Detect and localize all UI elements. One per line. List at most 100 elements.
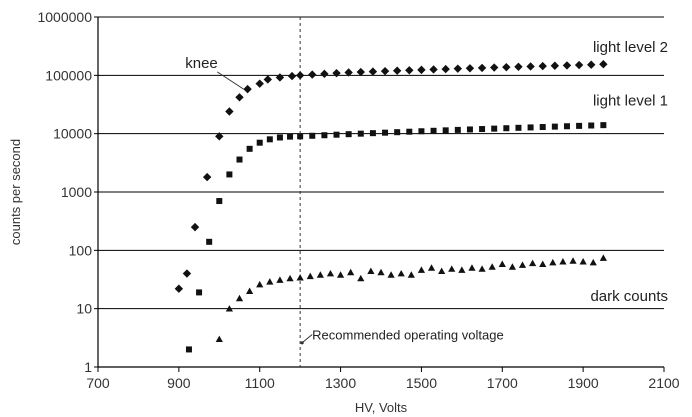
light-level-2-point-4	[215, 132, 224, 141]
light-level-1-point-33	[563, 123, 570, 130]
light-level-2-point-34	[562, 61, 572, 70]
x-tick-label-700: 700	[86, 375, 110, 391]
x-tick-label-1500: 1500	[406, 375, 437, 391]
light-level-1-point-19	[394, 129, 401, 136]
dark-counts-point-34	[559, 258, 567, 265]
light-level-2-point-14	[320, 69, 329, 79]
dark-counts-point-33	[549, 258, 557, 266]
light-level-1-point-18	[382, 129, 389, 136]
dark-counts-point-3	[246, 287, 254, 294]
dark-counts-point-9	[306, 272, 314, 280]
annotation-knee-arrow	[216, 71, 244, 90]
light-level-2-point-11	[287, 71, 297, 81]
light-level-1-point-11	[297, 133, 304, 140]
light-level-2-point-33	[550, 61, 560, 70]
light-level-2-point-0	[174, 284, 184, 293]
dark-counts-point-10	[316, 271, 324, 278]
light-level-2-point-27	[477, 63, 487, 73]
x-tick-label-900: 900	[167, 375, 191, 391]
light-level-2-point-10	[275, 73, 285, 82]
dark-counts-point-19	[407, 271, 415, 278]
dark-counts-point-38	[599, 254, 607, 261]
light-level-1-point-12	[309, 132, 316, 139]
dark-counts-point-37	[589, 258, 597, 266]
dark-counts-point-27	[488, 263, 496, 270]
y-axis-title: counts per second	[8, 139, 23, 245]
light-level-2-point-5	[225, 107, 234, 116]
light-level-1-point-36	[600, 122, 607, 129]
light-level-1-point-4	[226, 171, 233, 178]
light-level-1-point-24	[454, 126, 461, 133]
y-tick-label-1: 1	[84, 359, 92, 375]
x-tick-label-1900: 1900	[568, 375, 599, 391]
y-tick-label-100000: 100000	[45, 67, 92, 83]
light-level-1-point-15	[345, 131, 352, 138]
x-axis-title: HV, Volts	[355, 400, 408, 415]
light-level-1-point-14	[333, 131, 340, 138]
dark-counts-point-31	[529, 259, 537, 267]
light-level-1-point-25	[466, 126, 473, 133]
x-axis-ticks: 700 900 1100 1300 1500 1700 1900 2100	[86, 367, 680, 391]
light-level-1-point-8	[266, 136, 273, 143]
x-tick-label-1300: 1300	[325, 375, 356, 391]
light-level-2-point-3	[202, 172, 212, 182]
light-level-1-point-27	[491, 125, 498, 132]
dark-counts-point-11	[326, 269, 335, 277]
light-level-1-point-13	[321, 132, 328, 139]
dark-counts-point-16	[377, 268, 385, 276]
x-tick-label-1100: 1100	[245, 375, 275, 391]
light-level-1-point-6	[246, 145, 253, 152]
light-level-2-point-31	[526, 62, 535, 71]
light-level-2-point-28	[490, 63, 499, 72]
y-tick-label-100: 100	[69, 242, 93, 258]
dark-counts-point-24	[458, 266, 466, 273]
dark-counts-point-0	[215, 335, 223, 343]
dark-counts-point-30	[518, 261, 527, 268]
data-marks	[174, 60, 608, 353]
light-level-2-point-18	[368, 67, 378, 76]
light-level-2-point-16	[344, 68, 353, 77]
light-level-2-point-32	[538, 61, 547, 71]
light-level-1-point-31	[539, 124, 546, 131]
light-level-1-point-1	[196, 289, 203, 296]
light-level-2-point-25	[453, 64, 463, 73]
light-level-2-point-35	[574, 60, 584, 70]
light-level-2-point-29	[502, 62, 511, 72]
y-tick-label-10: 10	[76, 301, 92, 317]
light-level-2-point-37	[599, 60, 608, 69]
y-axis-ticks: 1 10 100 1000 10000 100000 1000000	[37, 9, 98, 375]
light-level-1-point-26	[479, 126, 486, 133]
dark-counts-point-6	[276, 276, 284, 283]
annotation-recommended-voltage: Recommended operating voltage	[312, 328, 504, 343]
dark-counts-point-36	[579, 258, 587, 265]
gridlines	[98, 16, 664, 310]
light-level-2-point-15	[332, 68, 341, 78]
dark-counts-point-29	[508, 263, 516, 270]
dark-counts-point-8	[296, 274, 304, 281]
light-level-2-point-9	[263, 75, 272, 84]
light-level-2-point-20	[392, 66, 402, 75]
light-level-2-point-6	[235, 93, 244, 102]
series-label-dark-counts: dark counts	[590, 288, 668, 305]
light-level-2-point-13	[308, 70, 317, 79]
dark-counts-point-4	[256, 280, 264, 288]
dark-counts-point-17	[387, 271, 395, 278]
x-tick-label-1700: 1700	[487, 375, 518, 391]
light-level-1-point-9	[276, 134, 283, 141]
dark-counts-point-15	[367, 267, 375, 275]
light-level-1-point-20	[406, 128, 413, 135]
x-tick-label-2100: 2100	[648, 375, 679, 391]
light-level-1-point-7	[256, 139, 263, 146]
dark-counts-point-25	[468, 264, 476, 271]
dark-counts-point-23	[448, 265, 456, 272]
series-label-light-level-1: light level 1	[593, 92, 668, 109]
light-level-2-point-17	[356, 67, 365, 77]
annotation-recommended-arrow	[301, 334, 313, 344]
light-level-2-point-21	[405, 66, 414, 75]
light-level-1-point-2	[206, 238, 213, 245]
dark-counts-point-1	[225, 305, 233, 312]
series-label-light-level-2: light level 2	[593, 39, 668, 56]
light-level-1-point-22	[430, 127, 437, 134]
light-level-1-point-3	[216, 198, 223, 205]
